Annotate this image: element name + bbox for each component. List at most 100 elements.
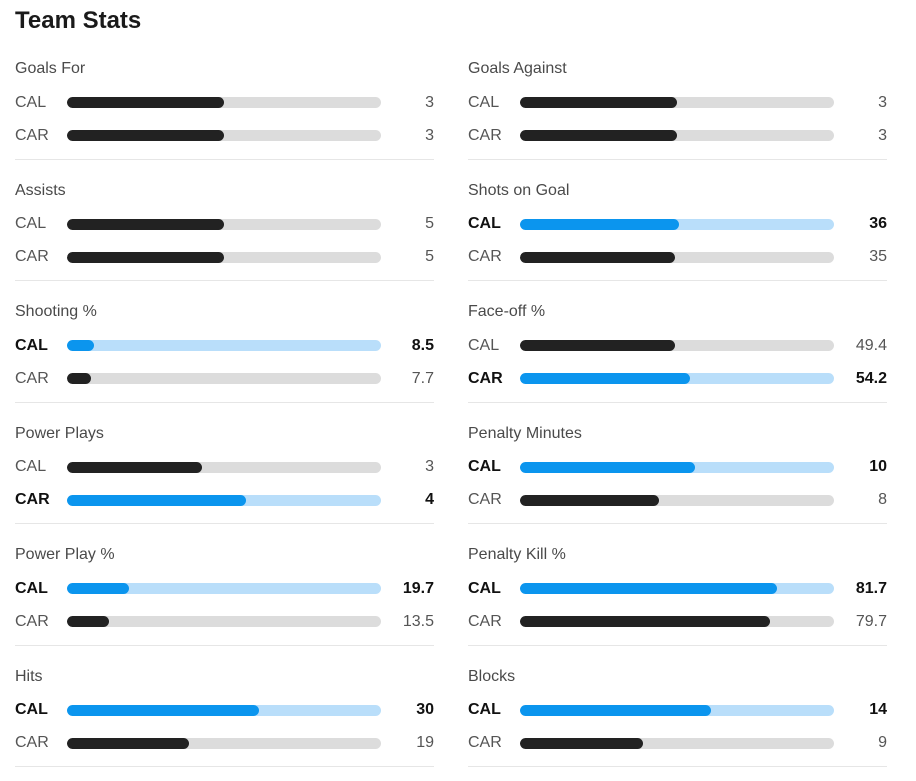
stat-bar-fill (520, 219, 679, 230)
stat-bar-fill (67, 252, 224, 263)
stat-value: 5 (381, 215, 434, 233)
team-row-cal: CAL 19.7 (15, 572, 434, 605)
stat-bar-track (520, 616, 834, 627)
team-row-cal: CAL 5 (15, 208, 434, 241)
stat-name: Goals Against (468, 52, 887, 86)
stat-value: 3 (834, 94, 887, 112)
stat-bar-track (67, 130, 381, 141)
stat-bar-track (520, 462, 834, 473)
stat-value: 79.7 (834, 613, 887, 631)
stat-bar-track (520, 738, 834, 749)
stat-bar-track (520, 340, 834, 351)
stat-value: 7.7 (381, 370, 434, 388)
stat-value: 19 (381, 734, 434, 752)
stat-name: Shooting % (15, 295, 434, 329)
team-label: CAR (15, 370, 67, 388)
team-row-car: CAR 3 (468, 119, 887, 152)
stat-bar-track (520, 97, 834, 108)
stat-bar-fill (520, 252, 675, 263)
team-label: CAR (15, 248, 67, 266)
stat-bar-fill (67, 462, 202, 473)
stat-name: Blocks (468, 660, 887, 694)
stat-bar-track (67, 705, 381, 716)
team-label: CAL (468, 580, 520, 598)
team-label: CAL (468, 458, 520, 476)
stat-bar-track (520, 495, 834, 506)
team-label: CAL (15, 94, 67, 112)
stat-name: Power Plays (15, 417, 434, 451)
stat-value: 49.4 (834, 337, 887, 355)
stat-value: 5 (381, 248, 434, 266)
stat-block-assists: Assists CAL 5 CAR 5 (15, 174, 434, 296)
stat-bar-fill (520, 340, 675, 351)
stat-bar-track (67, 495, 381, 506)
team-row-cal: CAL 10 (468, 451, 887, 484)
team-label: CAL (15, 458, 67, 476)
stat-value: 36 (834, 215, 887, 233)
team-label: CAL (468, 701, 520, 719)
stat-name: Penalty Kill % (468, 538, 887, 572)
stat-name: Assists (15, 174, 434, 208)
stat-value: 3 (834, 127, 887, 145)
team-row-car: CAR 7.7 (15, 362, 434, 395)
stat-value: 9 (834, 734, 887, 752)
team-row-car: CAR 35 (468, 241, 887, 274)
stat-bar-track (520, 219, 834, 230)
stat-bar-fill (67, 97, 224, 108)
stat-value: 81.7 (834, 580, 887, 598)
stat-value: 35 (834, 248, 887, 266)
stat-bar-track (520, 130, 834, 141)
team-label: CAL (468, 337, 520, 355)
stat-value: 54.2 (834, 370, 887, 388)
team-label: CAL (15, 215, 67, 233)
stat-bar-fill (520, 495, 659, 506)
stat-bar-track (67, 97, 381, 108)
stat-value: 3 (381, 94, 434, 112)
team-label: CAR (468, 127, 520, 145)
stat-value: 10 (834, 458, 887, 476)
stat-bar-fill (520, 738, 643, 749)
stat-bar-track (67, 616, 381, 627)
stat-bar-fill (520, 583, 777, 594)
stat-value: 8.5 (381, 337, 434, 355)
team-label: CAR (15, 613, 67, 631)
stat-bar-track (67, 373, 381, 384)
team-label: CAR (468, 491, 520, 509)
stat-bar-fill (67, 738, 189, 749)
stat-bar-track (520, 252, 834, 263)
team-label: CAR (468, 248, 520, 266)
stat-value: 3 (381, 127, 434, 145)
stat-bar-fill (67, 583, 129, 594)
stat-bar-fill (67, 373, 91, 384)
stat-name: Face-off % (468, 295, 887, 329)
stat-name: Shots on Goal (468, 174, 887, 208)
stat-value: 19.7 (381, 580, 434, 598)
team-label: CAR (15, 127, 67, 145)
stat-bar-track (520, 705, 834, 716)
stat-bar-fill (520, 130, 677, 141)
stat-bar-fill (67, 219, 224, 230)
page-title: Team Stats (15, 5, 141, 37)
team-label: CAL (15, 580, 67, 598)
stat-value: 8 (834, 491, 887, 509)
stat-bar-fill (520, 462, 695, 473)
stat-bar-track (520, 373, 834, 384)
team-row-car: CAR 8 (468, 484, 887, 517)
team-label: CAL (15, 701, 67, 719)
team-row-cal: CAL 81.7 (468, 572, 887, 605)
team-row-cal: CAL 49.4 (468, 329, 887, 362)
stat-bar-track (67, 738, 381, 749)
